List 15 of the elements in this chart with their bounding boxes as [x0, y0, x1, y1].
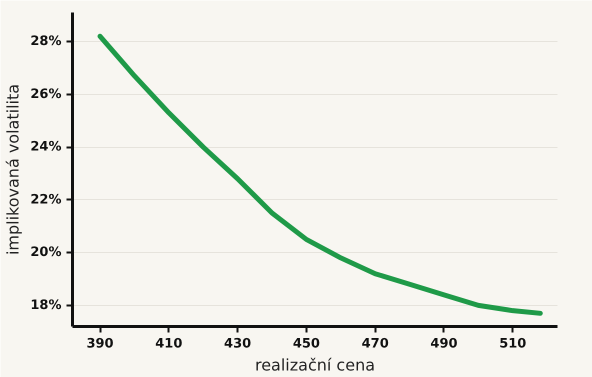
x-tick-label: 510	[499, 336, 526, 352]
y-tick-label: 20%	[30, 245, 62, 260]
x-tick-label: 430	[224, 336, 252, 352]
y-axis-title: implikovaná volatilita	[3, 84, 22, 256]
y-tick-label: 22%	[30, 192, 62, 208]
x-tick-label: 450	[292, 336, 320, 352]
y-tick-label: 28%	[30, 34, 62, 50]
y-tick-label: 24%	[30, 140, 62, 155]
x-axis-title: realizační cena	[254, 356, 376, 374]
x-tick-label: 470	[362, 336, 389, 352]
x-tick-label: 390	[86, 336, 114, 352]
y-tick-label: 18%	[30, 298, 62, 313]
x-tick-label: 410	[155, 336, 182, 352]
x-tick-label: 490	[430, 336, 458, 352]
y-tick-label: 26%	[30, 86, 62, 102]
